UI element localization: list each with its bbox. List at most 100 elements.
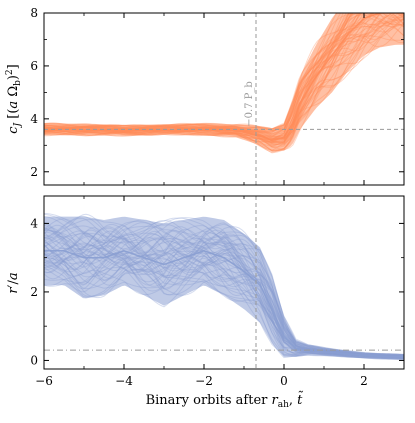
top-realisation-line — [44, 13, 351, 131]
top-ytick-label: 6 — [30, 59, 38, 73]
top-realisation-line — [44, 23, 404, 151]
top-realisation-line — [44, 13, 394, 143]
bottom-panel: 0 2 4 −6 −4 −2 0 2 r′/a Binary orbits after rah… — [6, 195, 405, 410]
bottom-realisation-line — [44, 227, 404, 357]
bottom-realisation-line — [44, 234, 404, 358]
top-ytick-label: 8 — [30, 6, 38, 20]
bottom-xtick-label: −6 — [35, 374, 53, 388]
bottom-xtick-label: 0 — [280, 374, 288, 388]
top-realisation-line — [44, 13, 342, 131]
top-panel: 2 4 6 8 −0.7 P_b cJ [(a Ωb)2] — [5, 6, 405, 186]
bottom-series-line — [44, 250, 404, 358]
bottom-realisation-line — [44, 262, 404, 359]
bottom-realisation-line — [44, 253, 404, 358]
bottom-realisation-line — [44, 213, 404, 355]
top-realisation-line — [44, 13, 344, 131]
top-realisation-line — [44, 20, 404, 152]
top-realisation-line — [44, 13, 404, 144]
bottom-axes-frame — [43, 195, 405, 370]
bottom-realisation-line — [44, 250, 404, 360]
bottom-realisation-line — [44, 224, 404, 358]
top-realisation-line — [44, 13, 338, 130]
bottom-realisation-line — [44, 268, 404, 361]
top-realisation-line — [44, 13, 385, 138]
bottom-realisation-line — [44, 219, 404, 356]
top-series-envelope — [44, 13, 404, 152]
bottom-realisation-line — [44, 248, 404, 359]
vline-annotation: −0.7 P_b — [244, 81, 255, 127]
top-realisation-line — [44, 13, 350, 134]
top-axes-frame — [43, 12, 405, 186]
bottom-realisation-line — [44, 256, 404, 359]
bottom-ylabel: r′/a — [6, 272, 21, 293]
top-realisation-line — [44, 13, 404, 141]
top-realisation-line — [44, 33, 404, 151]
bottom-ytick-label: 4 — [30, 216, 38, 230]
bottom-realisation-line — [44, 232, 404, 357]
top-realisation-line — [44, 13, 352, 132]
bottom-realisation-line — [44, 229, 404, 357]
bottom-realisation-line — [44, 226, 404, 357]
bottom-xlabel: Binary orbits after rah, t̃ — [146, 391, 304, 410]
top-series-line — [44, 13, 404, 141]
top-realisation-line — [44, 13, 374, 140]
top-realisation-line — [44, 13, 404, 145]
bottom-ytick-label: 2 — [30, 285, 38, 299]
bottom-realisation-line — [44, 258, 404, 359]
top-realisation-line — [44, 18, 404, 140]
bottom-realisation-line — [44, 238, 404, 358]
top-realisation-line — [44, 13, 396, 140]
top-realisation-line — [44, 13, 404, 142]
top-realisation-line — [44, 24, 404, 153]
top-realisation-line — [44, 13, 363, 137]
top-realisation-line — [44, 13, 350, 131]
bottom-realisation-line — [44, 220, 404, 356]
top-realisation-line — [44, 13, 404, 142]
top-realisation-line — [44, 13, 404, 140]
top-realisation-line — [44, 25, 404, 154]
bottom-realisation-line — [44, 215, 404, 357]
bottom-realisation-line — [44, 254, 404, 360]
bottom-realisation-line — [44, 225, 404, 357]
bottom-series-envelope — [44, 216, 404, 360]
top-realisation-line — [44, 13, 404, 144]
top-realisation-line — [44, 13, 354, 138]
top-realisation-line — [44, 13, 353, 132]
bottom-series-group — [44, 213, 404, 361]
bottom-realisation-line — [44, 249, 404, 360]
bottom-ticks: 0 2 4 −6 −4 −2 0 2 — [30, 196, 405, 388]
bottom-xtick-label: −2 — [195, 374, 213, 388]
bottom-realisation-line — [44, 244, 404, 359]
bottom-realisation-line — [44, 218, 404, 356]
top-realisation-line — [44, 19, 404, 144]
bottom-xtick-label: 2 — [360, 374, 368, 388]
bottom-realisation-line — [44, 257, 404, 360]
top-realisation-line — [44, 13, 352, 135]
top-series-group — [44, 13, 404, 154]
top-realisation-line — [44, 13, 381, 135]
bottom-realisation-line — [44, 225, 404, 356]
bottom-realisation-line — [44, 230, 404, 357]
bottom-realisation-line — [44, 217, 404, 356]
top-ticks: 2 4 6 8 — [30, 6, 405, 185]
bottom-realisation-line — [44, 213, 404, 356]
top-ytick-label: 2 — [30, 165, 38, 179]
top-realisation-line — [44, 13, 360, 130]
bottom-xtick-label: −4 — [115, 374, 133, 388]
bottom-realisation-line — [44, 253, 404, 359]
top-ylabel: cJ [(a Ωb)2] — [5, 64, 23, 134]
top-realisation-line — [44, 13, 404, 144]
bottom-realisation-line — [44, 243, 404, 358]
bottom-realisation-line — [44, 264, 404, 359]
bottom-realisation-line — [44, 223, 404, 358]
bottom-realisation-line — [44, 261, 404, 360]
top-realisation-line — [44, 23, 404, 152]
bottom-reference-lines — [44, 196, 404, 369]
top-reference-lines — [44, 13, 404, 185]
top-ytick-label: 4 — [30, 112, 38, 126]
top-realisation-line — [44, 24, 404, 151]
bottom-ytick-label: 0 — [30, 353, 38, 367]
top-realisation-line — [44, 13, 350, 132]
